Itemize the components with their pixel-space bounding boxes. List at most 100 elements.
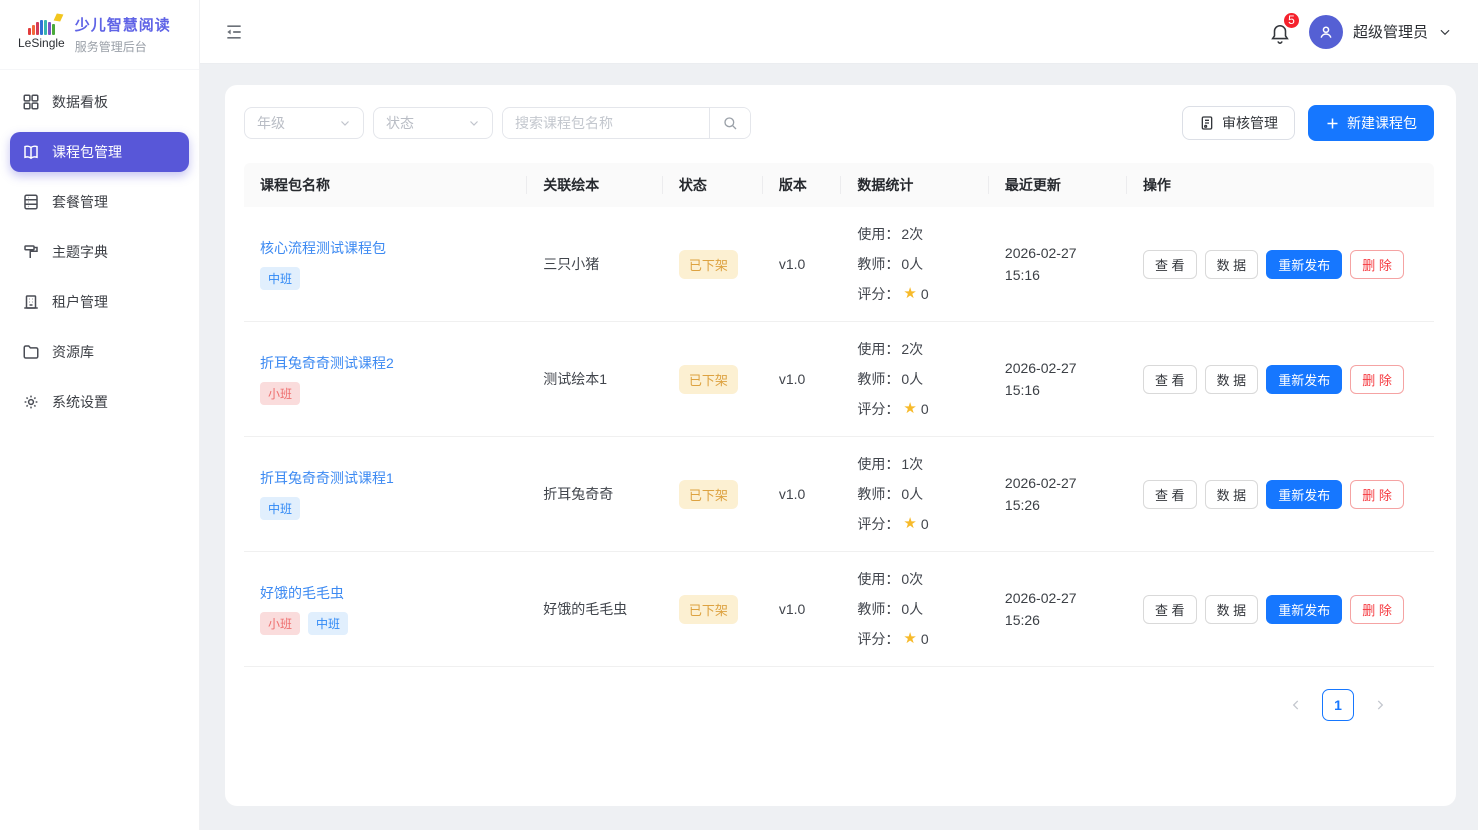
republish-button[interactable]: 重新发布 xyxy=(1266,249,1343,279)
rating-value: 0 xyxy=(920,286,929,302)
create-course-package-button[interactable]: 新建课程包 xyxy=(1308,105,1434,141)
plus-icon xyxy=(1327,118,1338,128)
table-row: 核心流程测试课程包 中班 三只小猪 已下架 v1.0 使用： 2次 教师： 0人 评… xyxy=(244,207,1434,322)
grade-tag: 小班 xyxy=(260,382,301,405)
pagination-prev[interactable] xyxy=(1280,689,1312,721)
table-row: 好饿的毛毛虫 小班 中班 好饿的毛毛虫 已下架 v1.0 使用： 0次 教师： 0人 xyxy=(244,552,1434,667)
republish-button[interactable]: 重新发布 xyxy=(1266,364,1343,394)
paint-roller-icon xyxy=(22,243,40,261)
sidebar-item-label: 系统设置 xyxy=(52,394,108,410)
chevron-down-icon xyxy=(470,121,478,126)
chevron-right-icon xyxy=(1377,700,1384,710)
sidebar-item-label: 主题字典 xyxy=(52,244,108,260)
column-header: 课程包名称 xyxy=(244,175,527,195)
course-package-table: 课程包名称 关联绘本 状态 版本 数据统计 最近更新 操作 核心流程测试课程包 xyxy=(244,163,1434,667)
usage-value: 2次 xyxy=(901,341,924,357)
user-name: 超级管理员 xyxy=(1352,24,1428,41)
open-book-icon xyxy=(22,143,40,161)
data-button[interactable]: 数 据 xyxy=(1204,364,1259,394)
data-button[interactable]: 数 据 xyxy=(1204,594,1259,624)
rating-value: 0 xyxy=(920,631,929,647)
grade-tag: 小班 xyxy=(260,612,301,635)
pagination-next[interactable] xyxy=(1364,689,1396,721)
teacher-value: 0人 xyxy=(901,601,924,617)
star-icon: ★ xyxy=(903,285,917,302)
sidebar-item-course-packages[interactable]: 课程包管理 xyxy=(10,132,189,172)
usage-value: 1次 xyxy=(901,456,924,472)
status-select[interactable]: 状态 xyxy=(373,107,493,139)
grade-tag: 中班 xyxy=(260,267,301,290)
column-header: 数据统计 xyxy=(841,175,989,195)
view-button[interactable]: 查 看 xyxy=(1142,594,1197,624)
package-list-icon xyxy=(22,193,40,211)
book-name: 折耳兔奇奇 xyxy=(543,486,614,502)
republish-button[interactable]: 重新发布 xyxy=(1266,479,1343,509)
building-icon xyxy=(22,293,40,311)
sidebar-item-settings[interactable]: 系统设置 xyxy=(10,382,189,422)
star-icon: ★ xyxy=(903,515,917,532)
status-badge: 已下架 xyxy=(678,249,738,279)
topbar: 5 超级管理员 xyxy=(200,0,1478,64)
course-name-link[interactable]: 折耳兔奇奇测试课程1 xyxy=(260,470,394,486)
user-menu[interactable]: 超级管理员 xyxy=(1308,14,1452,49)
view-button[interactable]: 查 看 xyxy=(1142,249,1197,279)
brand-name: LeSingle xyxy=(18,36,65,50)
avatar xyxy=(1308,14,1343,49)
sidebar-item-label: 数据看板 xyxy=(52,94,108,110)
sidebar-menu: 数据看板 课程包管理 套餐管理 主题字典 xyxy=(0,70,199,434)
delete-button[interactable]: 删 除 xyxy=(1350,249,1404,279)
star-icon: ★ xyxy=(903,400,917,417)
course-name-link[interactable]: 折耳兔奇奇测试课程2 xyxy=(260,355,394,371)
stats-cell: 使用： 0次 教师： 0人 评分： ★ 0 xyxy=(841,564,989,654)
book-name: 好饿的毛毛虫 xyxy=(543,601,628,617)
menu-fold-icon[interactable] xyxy=(224,22,244,42)
audit-button[interactable]: 审核管理 xyxy=(1182,106,1295,140)
table-row: 折耳兔奇奇测试课程2 小班 测试绘本1 已下架 v1.0 使用： 2次 教师： 0人… xyxy=(244,322,1434,437)
sidebar-item-resources[interactable]: 资源库 xyxy=(10,332,189,372)
view-button[interactable]: 查 看 xyxy=(1142,479,1197,509)
delete-button[interactable]: 删 除 xyxy=(1350,594,1404,624)
grade-select[interactable]: 年级 xyxy=(244,107,364,139)
sidebar-item-label: 课程包管理 xyxy=(52,144,122,160)
column-header: 操作 xyxy=(1142,177,1171,193)
search-button[interactable] xyxy=(709,108,750,138)
delete-button[interactable]: 删 除 xyxy=(1350,479,1404,509)
republish-button[interactable]: 重新发布 xyxy=(1266,594,1343,624)
usage-value: 0次 xyxy=(901,571,924,587)
view-button[interactable]: 查 看 xyxy=(1142,364,1197,394)
grade-tag: 中班 xyxy=(308,612,349,635)
rating-value: 0 xyxy=(920,401,929,417)
data-button[interactable]: 数 据 xyxy=(1204,479,1259,509)
usage-value: 2次 xyxy=(901,226,924,242)
version: v1.0 xyxy=(778,371,806,387)
sidebar-item-label: 套餐管理 xyxy=(52,194,108,210)
teacher-value: 0人 xyxy=(901,371,924,387)
stats-cell: 使用： 2次 教师： 0人 评分： ★ 0 xyxy=(841,334,989,424)
updated-cell: 2026-02-27 15:16 xyxy=(1004,245,1077,283)
delete-button[interactable]: 删 除 xyxy=(1350,364,1404,394)
course-name-link[interactable]: 好饿的毛毛虫 xyxy=(260,585,344,601)
search-group xyxy=(502,107,751,139)
sidebar-item-tenants[interactable]: 租户管理 xyxy=(10,282,189,322)
course-name-link[interactable]: 核心流程测试课程包 xyxy=(260,240,386,256)
sidebar-item-theme-dictionary[interactable]: 主题字典 xyxy=(10,232,189,272)
search-icon xyxy=(724,117,737,130)
content: 年级 状态 xyxy=(200,64,1478,830)
search-input[interactable] xyxy=(503,108,709,138)
rating-value: 0 xyxy=(920,516,929,532)
star-icon: ★ xyxy=(903,630,917,647)
pagination: 1 xyxy=(244,689,1434,721)
sidebar-item-plans[interactable]: 套餐管理 xyxy=(10,182,189,222)
stats-cell: 使用： 1次 教师： 0人 评分： ★ 0 xyxy=(841,449,989,539)
folder-icon xyxy=(22,343,40,361)
teacher-value: 0人 xyxy=(901,486,924,502)
pagination-page-1[interactable]: 1 xyxy=(1322,689,1354,721)
sidebar-item-label: 租户管理 xyxy=(52,294,108,310)
notification-bell[interactable]: 5 xyxy=(1269,10,1301,45)
data-button[interactable]: 数 据 xyxy=(1204,249,1259,279)
updated-cell: 2026-02-27 15:16 xyxy=(1004,360,1077,398)
table-row: 折耳兔奇奇测试课程1 中班 折耳兔奇奇 已下架 v1.0 使用： 1次 教师： 0人… xyxy=(244,437,1434,552)
stats-cell: 使用： 2次 教师： 0人 评分： ★ 0 xyxy=(841,219,989,309)
sidebar-item-dashboard[interactable]: 数据看板 xyxy=(10,82,189,122)
